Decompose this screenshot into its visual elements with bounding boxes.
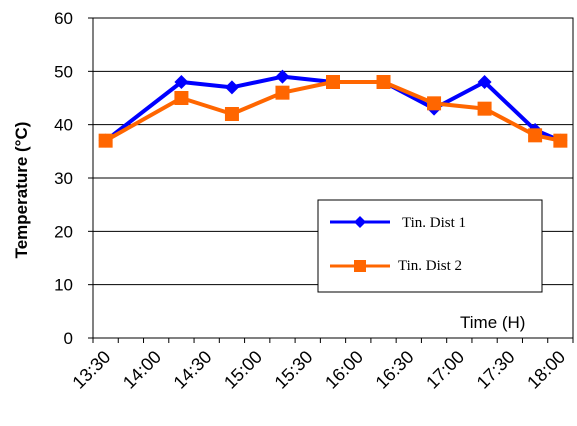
data-point-square <box>528 128 543 143</box>
x-axis-label: Time (H) <box>460 313 525 332</box>
y-tick-label: 30 <box>54 169 73 188</box>
legend-box <box>317 199 543 293</box>
data-point-diamond <box>224 80 239 95</box>
data-point-square <box>224 107 239 121</box>
x-tick-label: 14:30 <box>170 347 216 393</box>
data-point-diamond <box>174 75 189 89</box>
legend-marker-square <box>354 260 366 272</box>
y-tick-label: 60 <box>54 9 73 28</box>
data-point-square <box>553 133 568 148</box>
y-tick-label: 40 <box>54 116 73 135</box>
x-tick-label: 16:30 <box>372 347 418 393</box>
y-tick-label: 10 <box>54 276 73 295</box>
series-layer <box>98 69 568 148</box>
data-point-diamond <box>477 75 492 89</box>
data-point-square <box>174 91 189 105</box>
x-tick-label: 15:30 <box>271 347 317 393</box>
y-tick-label: 0 <box>64 329 73 348</box>
legend-label-series-1: Tin. Dist 1 <box>402 215 466 231</box>
x-tick-label: 16:00 <box>321 347 367 393</box>
legend: Tin. Dist 1 Tin. Dist 2 <box>317 199 543 293</box>
series-line <box>104 80 561 143</box>
y-tick-label: 50 <box>54 62 73 81</box>
data-point-diamond <box>275 69 290 84</box>
data-point-square <box>376 75 391 89</box>
data-point-square <box>326 75 340 89</box>
y-tick-label: 20 <box>54 222 73 241</box>
data-point-square <box>477 101 492 116</box>
x-tick-label: 17:30 <box>473 347 519 393</box>
y-axis-label: Temperature (°C) <box>12 122 31 259</box>
legend-label-series-2: Tin. Dist 2 <box>398 258 462 274</box>
data-point-square <box>427 96 442 111</box>
y-axis-ticks: 0 10 20 30 40 50 60 <box>54 9 93 348</box>
x-tick-label: 15:00 <box>220 347 266 393</box>
x-axis-ticks: 13:30 14:00 14:30 15:00 15:30 16:00 16:30 17:00… <box>68 338 574 393</box>
series-2 <box>98 75 568 148</box>
data-point-square <box>275 85 290 100</box>
x-tick-label: 14:00 <box>119 347 165 393</box>
data-point-square <box>98 133 113 148</box>
x-tick-label: 17:00 <box>422 347 468 393</box>
x-tick-label: 13:30 <box>68 347 114 393</box>
x-tick-label: 18:00 <box>523 347 569 393</box>
legend-marker-diamond <box>354 216 366 228</box>
